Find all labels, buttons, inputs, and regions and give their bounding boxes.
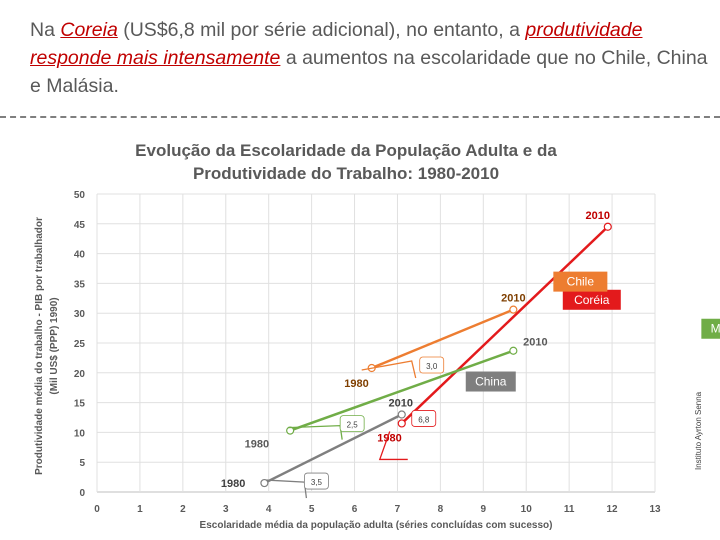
- x-tick-label: 4: [266, 504, 272, 515]
- point-china-1980: [260, 478, 269, 488]
- headline: Na Coreia (US$6,8 mil por série adiciona…: [30, 16, 710, 100]
- gridlines: [96, 193, 656, 493]
- slope-bracket-chile: [361, 360, 417, 379]
- x-tick-label: 8: [438, 504, 444, 515]
- series-label-chile: Chile: [567, 275, 595, 289]
- slope-box-china: [303, 472, 329, 490]
- slope-bracket-china: [266, 479, 308, 499]
- chart-title-line-1: Evolução da Escolaridade da População Ad…: [135, 141, 557, 160]
- y-axis-title-line-1: Produtividade média do trabalho - PIB po…: [34, 217, 45, 475]
- y-tick-label: 0: [79, 488, 85, 499]
- series-label-malasia: Malásia: [711, 322, 720, 336]
- y-tick-label: 30: [74, 309, 86, 320]
- slope-label-china: 3,5: [311, 478, 323, 487]
- year-label-coreia-2010: 2010: [586, 210, 610, 222]
- slope-label-chile: 3,0: [426, 362, 438, 371]
- x-tick-label: 11: [564, 504, 575, 515]
- x-tick-label: 0: [94, 504, 100, 515]
- y-tick-label: 10: [74, 428, 86, 439]
- year-label-chile-1980: 1980: [344, 378, 368, 390]
- slope-box-malasia: [339, 415, 365, 433]
- x-tick-label: 2: [180, 504, 186, 515]
- x-tick-label: 3: [223, 504, 229, 515]
- slope-box-chile: [419, 356, 445, 374]
- y-tick-label: 15: [74, 399, 86, 410]
- point-chile-2010: [509, 305, 518, 314]
- annotations: Coréia 1980 2010 6,8 Chile 1980 2010 3,0 Malásia…: [221, 210, 720, 499]
- headline-coreia: Coreia: [60, 19, 118, 41]
- x-tick-label: 6: [352, 504, 358, 515]
- series-label-coreia: Coréia: [574, 293, 610, 307]
- x-tick-label: 10: [521, 504, 533, 515]
- point-china-2010: [397, 410, 406, 419]
- headline-part-1: Na: [30, 19, 61, 41]
- series-lines: [260, 222, 612, 488]
- label-box-coreia: [562, 289, 621, 310]
- headline-part-3: a aumentos na escolaridade que no Chile,…: [30, 47, 708, 97]
- point-coreia-2010: [603, 222, 612, 231]
- y-tick-label: 50: [74, 190, 86, 201]
- year-label-coreia-1980: 1980: [377, 432, 401, 444]
- series-line-china: [263, 413, 403, 485]
- x-tick-label: 5: [309, 504, 315, 515]
- x-tick-label: 1: [137, 504, 143, 515]
- slope-bracket-coreia: [378, 431, 408, 461]
- headline-part-2: (US$6,8 mil por série adicional), no ent…: [117, 19, 526, 41]
- y-tick-label: 45: [74, 220, 86, 231]
- series-line-coreia: [400, 225, 609, 425]
- headline-produtividade: produtividade responde mais intensamente: [30, 19, 643, 69]
- series-line-chile: [371, 308, 514, 370]
- label-box-chile: [553, 271, 608, 292]
- y-tick-label: 25: [74, 339, 86, 350]
- source-credit: Instituto Ayrton Senna: [694, 391, 703, 470]
- slope-box-coreia: [411, 410, 437, 427]
- x-tick-label: 9: [481, 504, 487, 515]
- label-box-malasia: [701, 318, 720, 339]
- chart-title-line-2: Produtividade do Trabalho: 1980-2010: [193, 164, 499, 183]
- x-tick-label: 12: [607, 504, 619, 515]
- dashed-divider: [0, 116, 720, 118]
- year-label-china-2010: 2010: [389, 398, 413, 410]
- y-tick-label: 20: [74, 369, 86, 380]
- y-axis-title-line-2: (Mil US$ (PPP) 1990): [49, 297, 60, 394]
- year-label-chile-2010: 2010: [501, 293, 525, 305]
- series-label-china: China: [475, 375, 507, 389]
- label-box-china: [465, 371, 516, 392]
- slope-label-malasia: 2,5: [347, 421, 359, 430]
- y-tick-label: 40: [74, 250, 86, 261]
- year-label-malasia-1980: 1980: [245, 439, 269, 451]
- year-label-china-1980: 1980: [221, 478, 245, 490]
- x-tick-label: 7: [395, 504, 401, 515]
- point-malasia-2010: [509, 346, 518, 355]
- year-label-malasia-2010: 2010: [523, 337, 547, 349]
- y-tick-label: 5: [79, 458, 85, 469]
- y-tick-label: 35: [74, 279, 86, 290]
- x-axis-title: Escolaridade média da população adulta (…: [200, 520, 553, 531]
- x-tick-label: 13: [649, 504, 661, 515]
- series-line-malasia: [289, 349, 514, 432]
- point-coreia-1980: [397, 419, 406, 428]
- slope-label-coreia: 6,8: [418, 415, 430, 424]
